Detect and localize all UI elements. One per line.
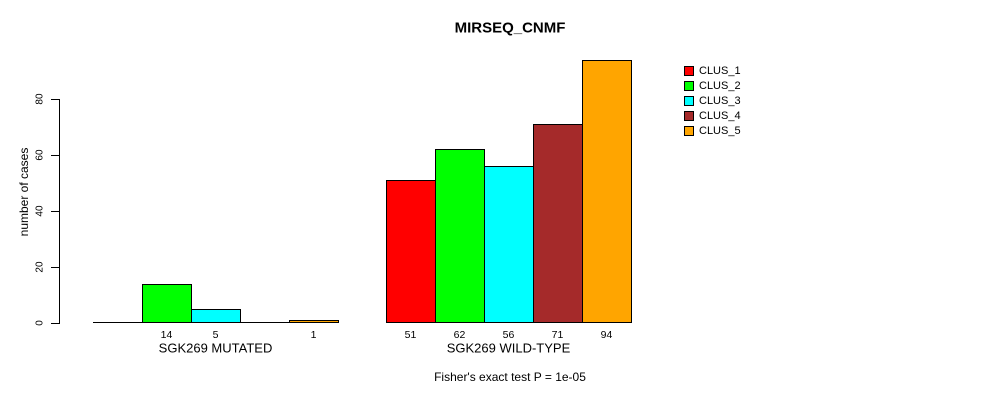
bar-clus-1-wildtype: [386, 180, 436, 323]
bar-value-label: 5: [212, 329, 219, 341]
chart-title: MIRSEQ_CNMF: [454, 19, 566, 37]
fisher-test-footnote: Fisher's exact test P = 1e-05: [434, 370, 586, 384]
bar-clus-1-mutated-zero: [93, 322, 143, 323]
legend-item-clus-1: CLUS_1: [684, 63, 741, 78]
bar-value-label: 56: [502, 329, 515, 341]
bar-clus-4-mutated-zero: [240, 322, 290, 323]
bar-clus-3-wildtype: [484, 166, 534, 323]
y-axis-tick-label: 80: [34, 93, 46, 105]
y-axis-tick: [51, 211, 59, 212]
bar-clus-5-mutated: [289, 320, 339, 323]
legend-swatch-clus-4: [684, 110, 694, 121]
y-axis-line: [59, 99, 60, 324]
y-axis-tick-label: 40: [34, 205, 46, 217]
legend-item-label: CLUS_5: [699, 124, 741, 137]
bar-clus-2-wildtype: [435, 149, 485, 323]
legend-swatch-clus-1: [684, 65, 694, 76]
bar-value-label: 94: [600, 329, 613, 341]
y-axis-tick: [51, 323, 59, 324]
bar-value-label: 62: [453, 329, 466, 341]
x-group-label-wildtype: SGK269 WILD-TYPE: [446, 340, 571, 356]
bar-value-label: 51: [404, 329, 417, 341]
bar-value-label: 71: [551, 329, 564, 341]
legend-item-label: CLUS_2: [699, 79, 741, 92]
bar-clus-4-wildtype: [533, 124, 583, 323]
y-axis-tick: [51, 99, 59, 100]
y-axis-tick: [51, 155, 59, 156]
legend-item-label: CLUS_3: [699, 94, 741, 107]
legend-item-label: CLUS_1: [699, 64, 741, 77]
bar-clus-3-mutated: [191, 309, 241, 323]
legend-item-clus-5: CLUS_5: [684, 123, 741, 138]
y-axis-tick-label: 60: [34, 149, 46, 161]
x-group-label-mutated: SGK269 MUTATED: [158, 340, 273, 356]
bar-clus-2-mutated: [142, 284, 192, 323]
bar-value-label: 14: [160, 329, 173, 341]
legend-swatch-clus-5: [684, 125, 694, 136]
legend-item-clus-4: CLUS_4: [684, 108, 741, 123]
legend-swatch-clus-2: [684, 80, 694, 91]
y-axis-tick-label: 0: [34, 320, 46, 326]
legend-item-label: CLUS_4: [699, 109, 741, 122]
legend: CLUS_1 CLUS_2 CLUS_3 CLUS_4 CLUS_5: [684, 63, 741, 138]
legend-item-clus-2: CLUS_2: [684, 78, 741, 93]
legend-item-clus-3: CLUS_3: [684, 93, 741, 108]
y-axis-tick-label: 20: [34, 261, 46, 273]
bar-clus-5-wildtype: [582, 60, 632, 323]
legend-swatch-clus-3: [684, 95, 694, 106]
bar-value-label: 1: [310, 329, 317, 341]
y-axis-tick: [51, 267, 59, 268]
